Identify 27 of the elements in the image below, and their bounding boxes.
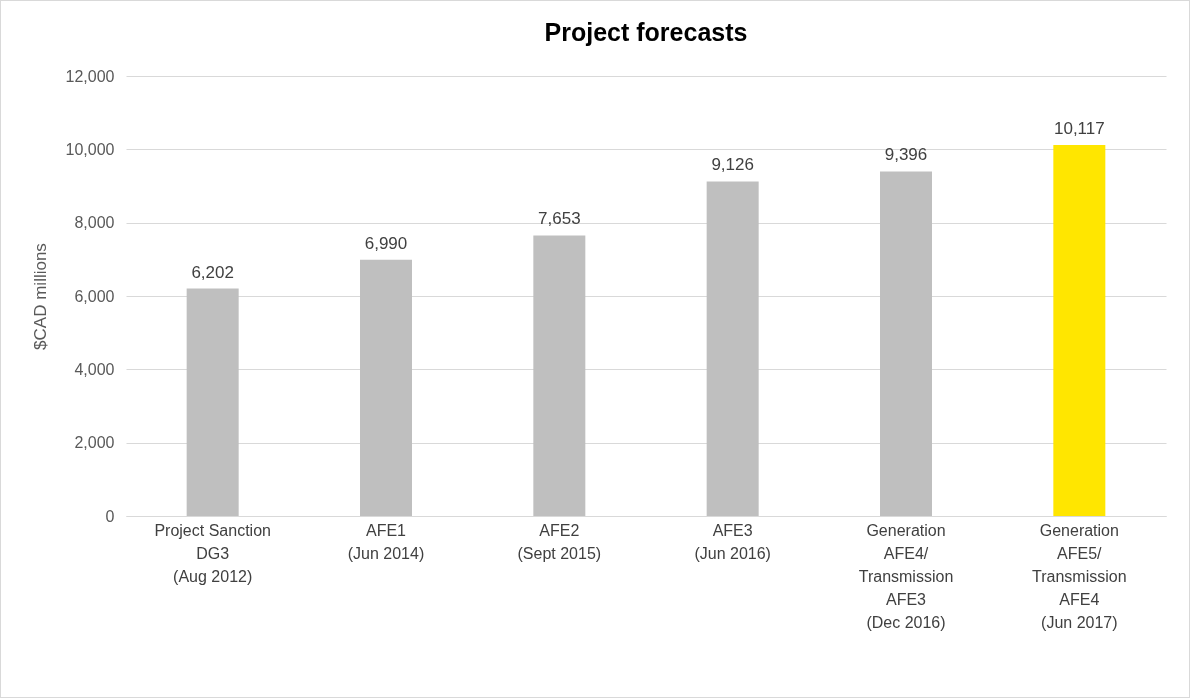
y-tick-label: 8,000 [74, 214, 115, 232]
y-tick-label: 10,000 [65, 140, 115, 158]
bar [880, 171, 932, 516]
bar [1053, 145, 1106, 516]
data-label: 6,990 [364, 233, 408, 253]
x-tick-label: Generation AFE5/ Transmission AFE4 (Jun 2017) [1032, 521, 1127, 631]
y-tick-label: 0 [105, 507, 115, 525]
bar [706, 181, 759, 516]
y-tick-label: 12,000 [65, 67, 115, 85]
y-tick-label: 6,000 [74, 287, 115, 305]
x-tick-label: AFE2 (Sept 2015) [517, 521, 602, 562]
y-tick-label: 2,000 [74, 434, 115, 452]
y-tick-label: 4,000 [74, 360, 115, 378]
x-tick-label: AFE1 (Jun 2014) [347, 521, 425, 562]
x-tick-label: Generation AFE4/ Transmission AFE3 (Dec 2016) [858, 521, 954, 631]
data-label: 9,396 [884, 145, 928, 165]
data-label: 6,202 [191, 262, 234, 282]
data-label: 10,117 [1053, 119, 1105, 139]
x-tick-label: Project Sanction DG3 (Aug 2012) [154, 521, 271, 585]
x-tick-label: AFE3 (Jun 2016) [694, 521, 771, 562]
data-label: 9,126 [711, 155, 754, 175]
bar [186, 288, 239, 516]
data-label: 7,653 [538, 209, 581, 229]
y-axis-title: $CAD millions [30, 243, 50, 350]
bar [360, 259, 412, 516]
bar [533, 235, 586, 516]
chart-title: Project forecasts [544, 18, 748, 46]
